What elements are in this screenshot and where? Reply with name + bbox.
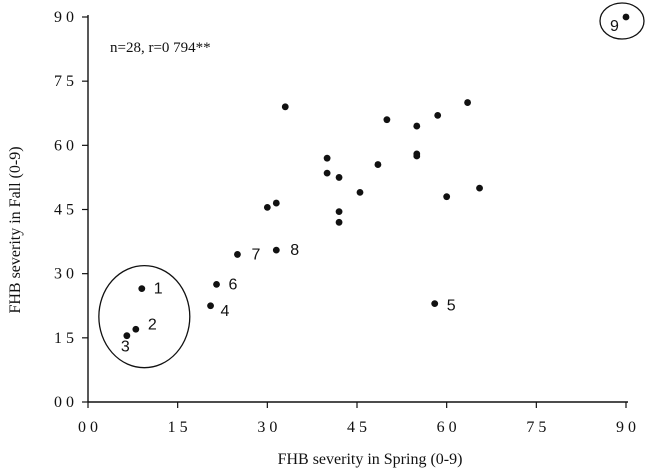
data-point (434, 111, 442, 119)
data-point (234, 251, 241, 258)
data-point (374, 161, 382, 168)
y-tick-label: 6 0 (54, 137, 74, 154)
group-ellipse (599, 2, 645, 40)
x-tick-label: 1 5 (168, 419, 188, 436)
data-point (323, 154, 331, 162)
point-label: 9 (610, 18, 619, 35)
x-axis-title: FHB severity in Spring (0-9) (278, 451, 463, 468)
data-point (383, 116, 391, 124)
point-label: 1 (154, 281, 163, 298)
data-point (356, 188, 364, 196)
data-point (335, 218, 343, 226)
point-label: 4 (221, 303, 230, 320)
data-point (431, 300, 439, 308)
y-tick-label: 9 0 (54, 9, 74, 26)
point-label: 5 (447, 298, 456, 315)
circled-groups (98, 2, 645, 369)
x-tick-label: 9 0 (616, 419, 636, 436)
data-point (123, 332, 131, 340)
data-point (622, 13, 630, 21)
y-tick-label: 1 5 (54, 330, 74, 347)
x-tick-label: 4 5 (347, 419, 367, 436)
data-point (476, 184, 483, 192)
correlation-annotation: n=28, r=0 794** (110, 40, 211, 56)
data-point (335, 174, 343, 181)
y-axis-title: FHB severity in Fall (0-9) (7, 146, 24, 313)
x-tick-label: 7 5 (526, 419, 546, 436)
data-point (464, 99, 471, 106)
data-points: 1 2 3 4 5 67 8 9 (121, 13, 630, 356)
data-point (413, 152, 421, 160)
data-point (207, 302, 214, 310)
x-tick-label: 0 0 (78, 419, 98, 436)
point-label: 2 (148, 316, 157, 333)
data-point (443, 193, 451, 201)
y-tick-label: 4 5 (54, 202, 74, 219)
y-tick-label: 3 0 (54, 266, 74, 283)
y-tick-label: 0 0 (54, 394, 74, 411)
data-point (272, 199, 280, 207)
data-point (138, 285, 146, 293)
data-point (323, 169, 331, 177)
point-label: 7 (251, 246, 260, 263)
data-point (413, 122, 421, 130)
data-point (335, 208, 343, 216)
x-tick-label: 6 0 (437, 419, 457, 436)
data-point (132, 325, 140, 333)
data-point (213, 280, 220, 288)
point-label: 8 (290, 242, 299, 259)
group-ellipse (98, 264, 191, 369)
point-label: 6 (229, 276, 238, 293)
point-label: 3 (121, 339, 130, 356)
data-point (272, 246, 280, 254)
data-point (263, 203, 271, 211)
data-point (281, 103, 289, 111)
y-tick-label: 7 5 (54, 73, 74, 90)
x-tick-label: 3 0 (257, 419, 277, 436)
axes: 0 0 1 5 3 0 4 5 6 0 7 5 9 0 0 0 1 5 3 0 4 5 6 0 7 5 9… (54, 9, 636, 436)
